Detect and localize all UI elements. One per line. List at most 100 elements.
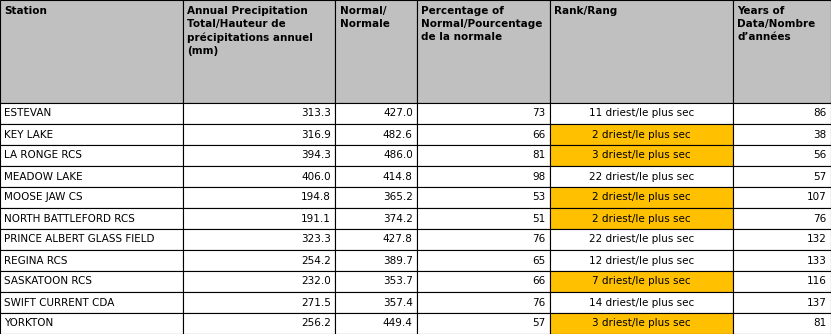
Text: 313.3: 313.3 xyxy=(301,109,331,119)
Text: 3 driest/le plus sec: 3 driest/le plus sec xyxy=(593,319,691,329)
Text: MEADOW LAKE: MEADOW LAKE xyxy=(4,171,83,181)
Bar xyxy=(336,271,417,292)
Bar xyxy=(733,229,831,250)
Bar xyxy=(550,208,733,229)
Bar xyxy=(417,208,550,229)
Bar xyxy=(550,0,733,103)
Bar xyxy=(417,292,550,313)
Bar xyxy=(336,313,417,334)
Text: Normal/
Normale: Normal/ Normale xyxy=(340,6,390,29)
Text: MOOSE JAW CS: MOOSE JAW CS xyxy=(4,192,83,202)
Text: 137: 137 xyxy=(807,298,827,308)
Text: 365.2: 365.2 xyxy=(383,192,413,202)
Text: 449.4: 449.4 xyxy=(383,319,413,329)
Bar xyxy=(183,313,336,334)
Bar xyxy=(336,187,417,208)
Bar xyxy=(0,313,183,334)
Text: 51: 51 xyxy=(533,213,546,223)
Bar xyxy=(0,292,183,313)
Bar xyxy=(183,250,336,271)
Bar xyxy=(183,208,336,229)
Bar xyxy=(0,0,183,103)
Text: LA RONGE RCS: LA RONGE RCS xyxy=(4,151,82,161)
Bar xyxy=(183,103,336,124)
Bar xyxy=(336,0,417,103)
Text: PRINCE ALBERT GLASS FIELD: PRINCE ALBERT GLASS FIELD xyxy=(4,234,155,244)
Bar xyxy=(183,145,336,166)
Bar xyxy=(550,124,733,145)
Text: 427.0: 427.0 xyxy=(383,109,413,119)
Bar xyxy=(550,271,733,292)
Bar xyxy=(417,250,550,271)
Bar xyxy=(0,208,183,229)
Bar xyxy=(417,103,550,124)
Text: 389.7: 389.7 xyxy=(383,256,413,266)
Text: 12 driest/le plus sec: 12 driest/le plus sec xyxy=(589,256,694,266)
Bar xyxy=(183,292,336,313)
Text: KEY LAKE: KEY LAKE xyxy=(4,130,53,140)
Text: 482.6: 482.6 xyxy=(383,130,413,140)
Text: Station: Station xyxy=(4,6,47,16)
Bar xyxy=(0,124,183,145)
Text: 11 driest/le plus sec: 11 driest/le plus sec xyxy=(589,109,694,119)
Text: 22 driest/le plus sec: 22 driest/le plus sec xyxy=(589,171,694,181)
Text: 191.1: 191.1 xyxy=(301,213,331,223)
Bar xyxy=(336,250,417,271)
Bar xyxy=(417,187,550,208)
Text: SWIFT CURRENT CDA: SWIFT CURRENT CDA xyxy=(4,298,115,308)
Bar xyxy=(336,103,417,124)
Text: 81: 81 xyxy=(814,319,827,329)
Text: 394.3: 394.3 xyxy=(301,151,331,161)
Bar xyxy=(550,292,733,313)
Text: SASKATOON RCS: SASKATOON RCS xyxy=(4,277,92,287)
Text: NORTH BATTLEFORD RCS: NORTH BATTLEFORD RCS xyxy=(4,213,135,223)
Bar xyxy=(336,124,417,145)
Bar xyxy=(550,187,733,208)
Text: 374.2: 374.2 xyxy=(383,213,413,223)
Text: 132: 132 xyxy=(807,234,827,244)
Bar xyxy=(183,271,336,292)
Bar xyxy=(183,187,336,208)
Text: 2 driest/le plus sec: 2 driest/le plus sec xyxy=(593,192,691,202)
Text: 353.7: 353.7 xyxy=(383,277,413,287)
Text: Years of
Data/Nombre
d’années: Years of Data/Nombre d’années xyxy=(737,6,815,42)
Text: Annual Precipitation
Total/Hauteur de
précipitations annuel
(mm): Annual Precipitation Total/Hauteur de pr… xyxy=(187,6,313,56)
Text: 486.0: 486.0 xyxy=(383,151,413,161)
Bar xyxy=(336,229,417,250)
Text: REGINA RCS: REGINA RCS xyxy=(4,256,68,266)
Bar xyxy=(0,229,183,250)
Text: 414.8: 414.8 xyxy=(383,171,413,181)
Text: 66: 66 xyxy=(533,130,546,140)
Bar xyxy=(336,292,417,313)
Text: 316.9: 316.9 xyxy=(301,130,331,140)
Text: Rank/Rang: Rank/Rang xyxy=(554,6,617,16)
Bar xyxy=(336,166,417,187)
Bar xyxy=(733,103,831,124)
Bar xyxy=(0,187,183,208)
Bar xyxy=(550,166,733,187)
Bar xyxy=(417,145,550,166)
Text: 57: 57 xyxy=(533,319,546,329)
Text: 76: 76 xyxy=(533,298,546,308)
Bar xyxy=(733,292,831,313)
Bar xyxy=(0,250,183,271)
Text: 3 driest/le plus sec: 3 driest/le plus sec xyxy=(593,151,691,161)
Bar xyxy=(733,166,831,187)
Bar xyxy=(550,250,733,271)
Text: ESTEVAN: ESTEVAN xyxy=(4,109,52,119)
Bar xyxy=(550,229,733,250)
Bar xyxy=(417,271,550,292)
Bar xyxy=(733,124,831,145)
Bar xyxy=(550,313,733,334)
Bar xyxy=(417,124,550,145)
Bar xyxy=(417,0,550,103)
Text: 14 driest/le plus sec: 14 driest/le plus sec xyxy=(589,298,694,308)
Bar xyxy=(336,208,417,229)
Bar xyxy=(0,166,183,187)
Text: 57: 57 xyxy=(814,171,827,181)
Bar xyxy=(183,124,336,145)
Bar xyxy=(733,145,831,166)
Text: 66: 66 xyxy=(533,277,546,287)
Text: 86: 86 xyxy=(814,109,827,119)
Text: 232.0: 232.0 xyxy=(302,277,331,287)
